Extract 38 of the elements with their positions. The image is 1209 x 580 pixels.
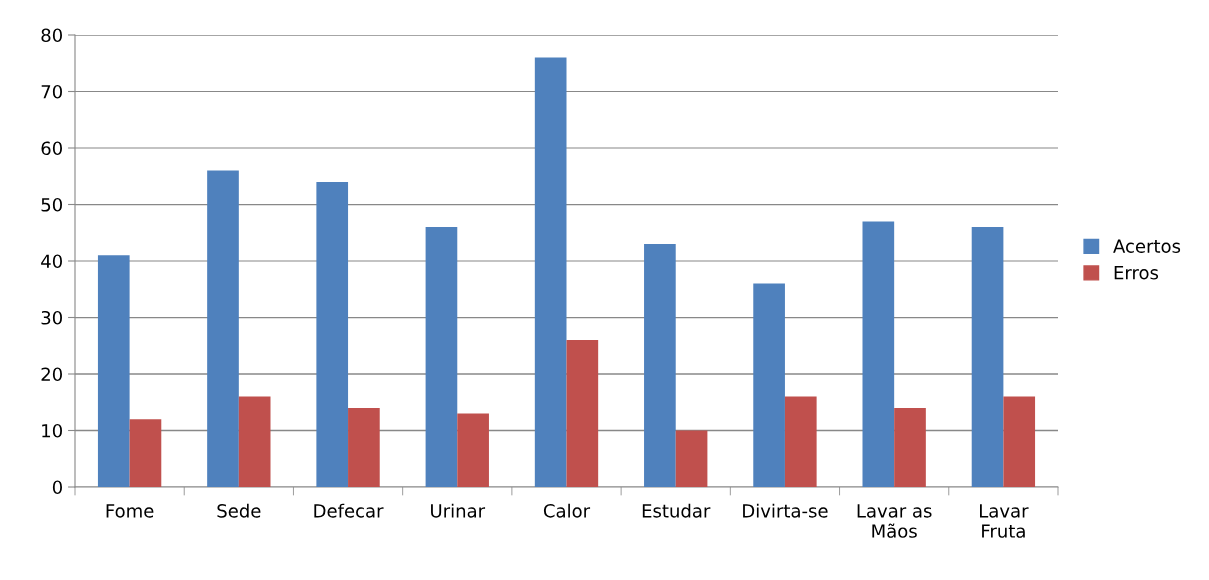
y-tick-label: 40 <box>41 254 62 269</box>
bar <box>97 255 130 487</box>
x-tick-label: Divirta-se <box>743 503 828 518</box>
bar <box>862 221 895 487</box>
bar <box>1003 396 1036 487</box>
y-tick-label: 20 <box>41 367 62 382</box>
y-tick-label: 0 <box>52 480 62 495</box>
x-tick-label: Estudar <box>642 503 711 518</box>
bar <box>971 227 1004 487</box>
x-tick-label: Urinar <box>431 503 486 518</box>
x-tick-label: Calor <box>543 503 591 518</box>
y-tick-label: 80 <box>41 28 62 43</box>
x-tick-label: Lavar as Mãos <box>857 504 932 538</box>
x-tick-label: Sede <box>217 503 261 518</box>
bar <box>129 419 162 487</box>
bar <box>457 413 489 487</box>
y-tick-label: 70 <box>41 84 62 99</box>
x-tick-label: Fome <box>106 504 154 518</box>
y-tick-label: 10 <box>42 423 62 438</box>
x-tick-label: Defecar <box>314 503 384 518</box>
bar <box>675 430 708 487</box>
bar <box>566 340 599 487</box>
bar <box>534 57 567 487</box>
y-tick-label: 30 <box>41 310 62 325</box>
bar <box>316 181 349 487</box>
bar <box>644 244 676 487</box>
bar <box>425 227 458 487</box>
x-tick-label: Lavar Fruta <box>980 504 1029 538</box>
bar <box>753 283 785 487</box>
bar <box>894 407 926 487</box>
bar <box>784 396 817 487</box>
bar <box>207 170 239 487</box>
y-tick-label: 50 <box>41 197 62 212</box>
bar <box>348 407 380 487</box>
bar <box>238 396 271 487</box>
legend-label: Acertos <box>1113 239 1181 253</box>
legend-label: Erros <box>1114 266 1159 280</box>
y-tick-label: 60 <box>41 141 62 156</box>
